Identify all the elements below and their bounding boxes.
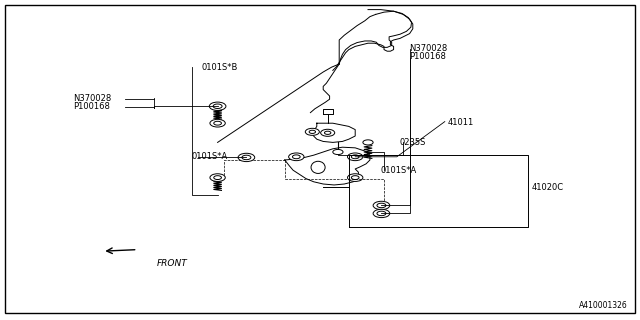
Circle shape [373,209,390,218]
Circle shape [209,102,226,110]
Text: FRONT: FRONT [157,260,188,268]
Circle shape [377,203,386,208]
Circle shape [321,129,335,136]
Circle shape [289,153,304,161]
Circle shape [214,121,221,125]
Text: A410001326: A410001326 [579,301,627,310]
Circle shape [238,153,255,162]
Text: P100168: P100168 [410,52,447,61]
Text: 0101S*A: 0101S*A [381,166,417,175]
Circle shape [348,174,363,181]
Circle shape [210,119,225,127]
Circle shape [305,128,319,135]
Text: N370028: N370028 [410,44,448,53]
Text: 0101S*A: 0101S*A [192,152,228,161]
Text: N370028: N370028 [74,94,112,103]
Ellipse shape [311,161,325,173]
Text: 0235S: 0235S [400,138,426,147]
Text: 0101S*B: 0101S*B [202,63,238,72]
Circle shape [348,153,363,161]
Circle shape [210,174,225,181]
Circle shape [333,149,343,155]
Circle shape [213,104,222,108]
Circle shape [214,176,221,180]
Circle shape [242,155,251,160]
Text: 41011: 41011 [448,118,474,127]
Text: P100168: P100168 [74,102,111,111]
Circle shape [373,201,390,210]
Circle shape [377,211,386,216]
Text: 41020C: 41020C [531,183,563,192]
Circle shape [363,140,373,145]
